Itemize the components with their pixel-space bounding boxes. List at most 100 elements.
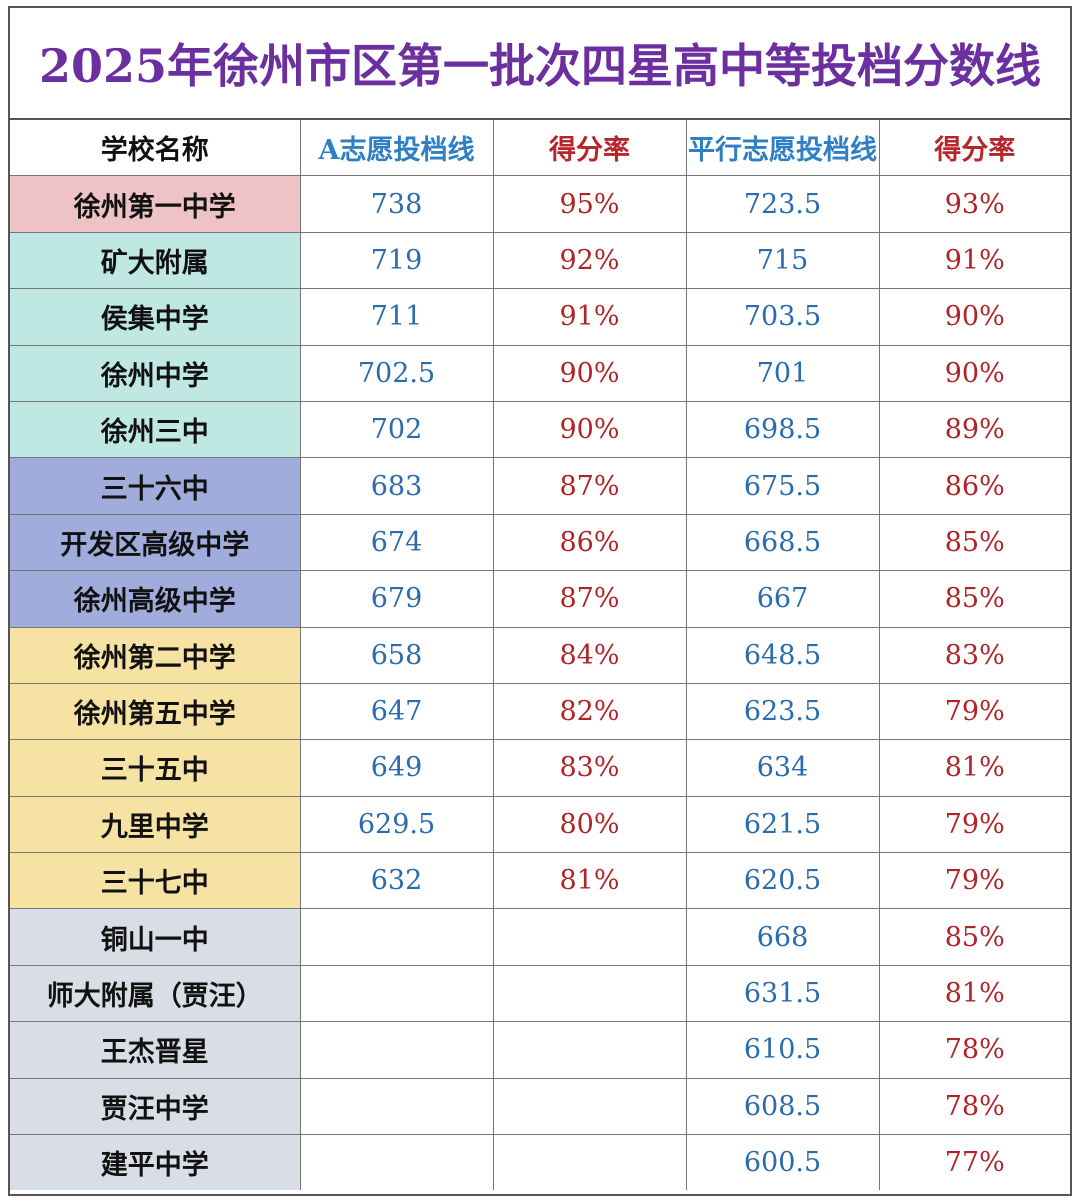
a-score-cell: 702.5: [299, 344, 494, 402]
table-row: 开发区高级中学 674 86% 668.5 85%: [10, 513, 1070, 572]
a-rate-cell: 87%: [492, 457, 687, 515]
a-rate-cell: 90%: [492, 400, 687, 459]
table-row: 王杰晋星 610.5 78%: [10, 1021, 1070, 1079]
a-rate-cell: 91%: [492, 288, 687, 346]
parallel-score-cell: 610.5: [685, 1021, 880, 1079]
parallel-rate-cell: 81%: [878, 739, 1070, 797]
table-row: 矿大附属 719 92% 715 91%: [10, 231, 1070, 290]
parallel-score-cell: 608.5: [685, 1077, 880, 1136]
parallel-rate-cell: 81%: [878, 964, 1070, 1023]
score-table-card: 2025年徐州市区第一批次四星高中等投档分数线 学校名称 A志愿投档线 得分率 …: [8, 6, 1072, 1196]
page-title: 2025年徐州市区第一批次四星高中等投档分数线: [10, 8, 1070, 120]
school-name-cell: 铜山一中: [10, 908, 301, 966]
school-name-cell: 侯集中学: [10, 288, 301, 346]
parallel-score-cell: 703.5: [685, 288, 880, 346]
school-name-cell: 贾汪中学: [10, 1077, 301, 1136]
parallel-rate-cell: 90%: [878, 288, 1070, 346]
parallel-score-cell: 634: [685, 739, 880, 797]
parallel-score-cell: 648.5: [685, 626, 880, 684]
parallel-rate-cell: 89%: [878, 400, 1070, 459]
school-name-cell: 开发区高级中学: [10, 513, 301, 572]
a-rate-cell: 86%: [492, 513, 687, 572]
a-rate-cell: [492, 1077, 687, 1136]
school-name-cell: 矿大附属: [10, 231, 301, 290]
school-name-cell: 三十六中: [10, 457, 301, 515]
parallel-score-cell: 668: [685, 908, 880, 966]
school-name-cell: 师大附属（贾汪）: [10, 964, 301, 1023]
parallel-rate-cell: 79%: [878, 852, 1070, 910]
a-rate-cell: 87%: [492, 570, 687, 628]
a-rate-cell: 84%: [492, 626, 687, 684]
table-row: 贾汪中学 608.5 78%: [10, 1077, 1070, 1136]
header-row: 学校名称 A志愿投档线 得分率 平行志愿投档线 得分率: [10, 120, 1070, 177]
a-score-cell: 683: [299, 457, 494, 515]
parallel-score-cell: 698.5: [685, 400, 880, 459]
school-name-cell: 徐州高级中学: [10, 570, 301, 628]
table-row: 徐州第一中学 738 95% 723.5 93%: [10, 175, 1070, 233]
a-rate-cell: 80%: [492, 795, 687, 854]
table-row: 建平中学 600.5 77%: [10, 1134, 1070, 1191]
school-name-cell: 建平中学: [10, 1134, 301, 1191]
table-row: 九里中学 629.5 80% 621.5 79%: [10, 795, 1070, 854]
a-rate-cell: 92%: [492, 231, 687, 290]
parallel-rate-cell: 79%: [878, 682, 1070, 741]
table-row: 徐州第五中学 647 82% 623.5 79%: [10, 682, 1070, 741]
school-name-cell: 徐州第一中学: [10, 175, 301, 233]
header-parallel-rate: 得分率: [878, 120, 1070, 177]
school-name-cell: 徐州第五中学: [10, 682, 301, 741]
parallel-rate-cell: 83%: [878, 626, 1070, 684]
parallel-rate-cell: 91%: [878, 231, 1070, 290]
a-score-cell: 719: [299, 231, 494, 290]
a-score-cell: [299, 964, 494, 1023]
a-rate-cell: 82%: [492, 682, 687, 741]
table-row: 徐州中学 702.5 90% 701 90%: [10, 344, 1070, 402]
parallel-rate-cell: 78%: [878, 1077, 1070, 1136]
a-score-cell: 629.5: [299, 795, 494, 854]
parallel-score-cell: 701: [685, 344, 880, 402]
a-rate-cell: [492, 1021, 687, 1079]
table-row: 侯集中学 711 91% 703.5 90%: [10, 288, 1070, 346]
parallel-score-cell: 715: [685, 231, 880, 290]
a-score-cell: 738: [299, 175, 494, 233]
a-score-cell: 647: [299, 682, 494, 741]
a-rate-cell: 90%: [492, 344, 687, 402]
a-score-cell: [299, 908, 494, 966]
score-table: 学校名称 A志愿投档线 得分率 平行志愿投档线 得分率 徐州第一中学 738 95%…: [10, 120, 1070, 1191]
a-score-cell: [299, 1077, 494, 1136]
a-score-cell: 658: [299, 626, 494, 684]
parallel-rate-cell: 85%: [878, 570, 1070, 628]
a-rate-cell: 81%: [492, 852, 687, 910]
parallel-rate-cell: 90%: [878, 344, 1070, 402]
a-rate-cell: [492, 908, 687, 966]
a-score-cell: 679: [299, 570, 494, 628]
parallel-rate-cell: 85%: [878, 513, 1070, 572]
parallel-rate-cell: 79%: [878, 795, 1070, 854]
parallel-score-cell: 631.5: [685, 964, 880, 1023]
parallel-rate-cell: 78%: [878, 1021, 1070, 1079]
a-score-cell: 674: [299, 513, 494, 572]
parallel-score-cell: 668.5: [685, 513, 880, 572]
parallel-score-cell: 623.5: [685, 682, 880, 741]
a-rate-cell: [492, 1134, 687, 1191]
parallel-score-cell: 675.5: [685, 457, 880, 515]
school-name-cell: 九里中学: [10, 795, 301, 854]
parallel-rate-cell: 85%: [878, 908, 1070, 966]
a-score-cell: 711: [299, 288, 494, 346]
header-parallel-score: 平行志愿投档线: [685, 120, 880, 177]
parallel-score-cell: 723.5: [685, 175, 880, 233]
parallel-score-cell: 620.5: [685, 852, 880, 910]
a-score-cell: [299, 1021, 494, 1079]
parallel-rate-cell: 86%: [878, 457, 1070, 515]
table-row: 铜山一中 668 85%: [10, 908, 1070, 966]
table-row: 徐州高级中学 679 87% 667 85%: [10, 570, 1070, 628]
a-score-cell: [299, 1134, 494, 1191]
header-a-score: A志愿投档线: [299, 120, 494, 177]
school-name-cell: 三十七中: [10, 852, 301, 910]
table-row: 三十七中 632 81% 620.5 79%: [10, 852, 1070, 910]
parallel-rate-cell: 77%: [878, 1134, 1070, 1191]
a-rate-cell: 83%: [492, 739, 687, 797]
a-rate-cell: 95%: [492, 175, 687, 233]
a-score-cell: 632: [299, 852, 494, 910]
school-name-cell: 徐州第二中学: [10, 626, 301, 684]
parallel-score-cell: 667: [685, 570, 880, 628]
